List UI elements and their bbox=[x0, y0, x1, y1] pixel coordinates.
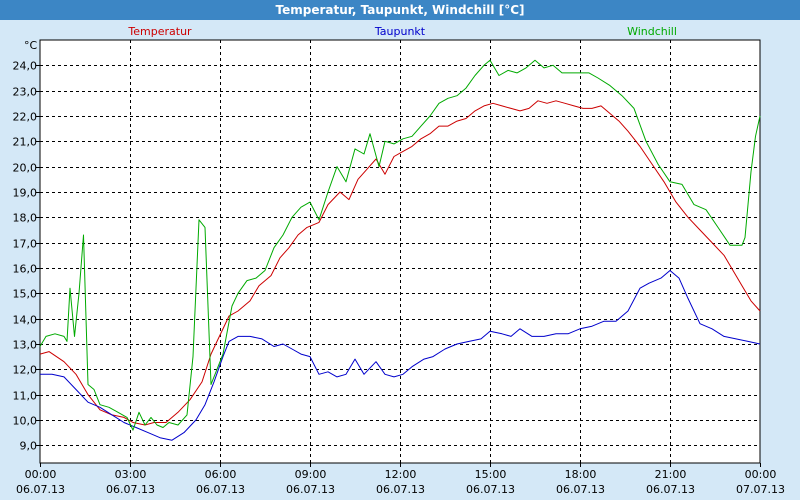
y-tick-label: 11,0 bbox=[13, 390, 38, 403]
series-line-temperatur bbox=[39, 100, 761, 426]
x-tick-date-label: 07.07.13 bbox=[736, 483, 785, 496]
legend-windchill: Windchill bbox=[627, 25, 677, 38]
y-tick-label: 9,0 bbox=[20, 440, 38, 453]
x-tick-labels: 00:00 06.07.13 03:00 06.07.13 06:00 06.07.13 0… bbox=[16, 468, 785, 496]
window-title: Temperatur, Taupunkt, Windchill [°C] bbox=[0, 0, 800, 20]
y-tick-label: 18,0 bbox=[13, 212, 38, 225]
y-tick-label: 13,0 bbox=[13, 339, 38, 352]
series-line-windchill bbox=[39, 59, 761, 431]
y-tick-label: 20,0 bbox=[13, 162, 38, 175]
y-axis-unit-label: °C bbox=[24, 39, 38, 52]
y-tick-label: 14,0 bbox=[13, 314, 38, 327]
y-tick-label: 21,0 bbox=[13, 136, 38, 149]
y-tick-labels: 24,0 23,0 22,0 21,0 20,0 19,0 18,0 17,0 16,0 15,0… bbox=[13, 60, 38, 453]
x-tick-time-label: 00:00 bbox=[745, 468, 777, 481]
x-tick-time-label: 15:00 bbox=[475, 468, 507, 481]
x-tick-date-label: 06.07.13 bbox=[16, 483, 65, 496]
y-tick-label: 24,0 bbox=[13, 60, 38, 73]
x-tick-date-label: 06.07.13 bbox=[286, 483, 335, 496]
x-tick-time-label: 09:00 bbox=[295, 468, 327, 481]
x-gridlines bbox=[40, 40, 761, 467]
y-tick-label: 16,0 bbox=[13, 263, 38, 276]
y-tick-label: 17,0 bbox=[13, 238, 38, 251]
x-tick-time-label: 18:00 bbox=[565, 468, 597, 481]
series-line-taupunkt bbox=[40, 270, 761, 441]
legend-taupunkt: Taupunkt bbox=[374, 25, 426, 38]
y-tick-label: 12,0 bbox=[13, 364, 38, 377]
y-tick-label: 19,0 bbox=[13, 187, 38, 200]
y-tick-label: 22,0 bbox=[13, 111, 38, 124]
x-tick-time-label: 03:00 bbox=[115, 468, 147, 481]
legend-temperatur: Temperatur bbox=[127, 25, 192, 38]
x-tick-date-label: 06.07.13 bbox=[646, 483, 695, 496]
x-tick-date-label: 06.07.13 bbox=[466, 483, 515, 496]
x-tick-time-label: 12:00 bbox=[385, 468, 417, 481]
y-tick-label: 15,0 bbox=[13, 288, 38, 301]
x-tick-time-label: 21:00 bbox=[655, 468, 687, 481]
x-tick-date-label: 06.07.13 bbox=[106, 483, 155, 496]
x-tick-date-label: 06.07.13 bbox=[556, 483, 605, 496]
series-lines bbox=[39, 59, 761, 441]
y-tick-label: 23,0 bbox=[13, 86, 38, 99]
x-tick-date-label: 06.07.13 bbox=[376, 483, 425, 496]
x-tick-time-label: 06:00 bbox=[205, 468, 237, 481]
y-tick-label: 10,0 bbox=[13, 415, 38, 428]
x-tick-time-label: 00:00 bbox=[25, 468, 57, 481]
x-tick-date-label: 06.07.13 bbox=[196, 483, 245, 496]
chart-canvas: 24,0 23,0 22,0 21,0 20,0 19,0 18,0 17,0 16,0 15,0… bbox=[13, 25, 785, 496]
